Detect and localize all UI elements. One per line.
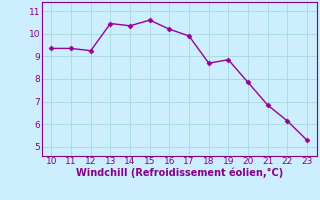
X-axis label: Windchill (Refroidissement éolien,°C): Windchill (Refroidissement éolien,°C): [76, 168, 283, 178]
